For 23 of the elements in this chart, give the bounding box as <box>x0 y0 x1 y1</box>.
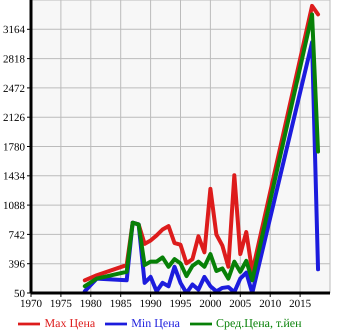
legend-label: Max Цена <box>44 316 96 330</box>
y-tick-label: 1088 <box>3 200 26 212</box>
y-tick-label: 1434 <box>3 170 26 183</box>
x-tick-label: 1970 <box>20 298 42 310</box>
y-tick-label: 2472 <box>3 82 25 95</box>
y-tick-label: 2126 <box>3 112 26 124</box>
y-tick-label: 50 <box>14 288 26 300</box>
x-tick-label: 2000 <box>199 298 222 310</box>
legend-label: Сред.Цена, т.йен <box>216 316 302 330</box>
x-tick-label: 2010 <box>259 298 282 310</box>
y-tick-label: 3164 <box>3 24 26 36</box>
x-tick-label: 1975 <box>50 298 72 310</box>
x-tick-label: 1985 <box>110 298 132 310</box>
x-tick-label: 1980 <box>80 298 102 310</box>
y-tick-label: 1780 <box>3 141 26 154</box>
x-tick-label: 2005 <box>229 298 252 310</box>
y-tick-label: 2818 <box>3 54 26 66</box>
legend-label: Min Цена <box>131 316 180 330</box>
x-tick-label: 1990 <box>140 298 162 310</box>
y-tick-label: 742 <box>8 229 25 242</box>
y-tick-label: 396 <box>8 258 26 271</box>
x-tick-label: 2015 <box>289 298 312 310</box>
x-tick-label: 1995 <box>170 298 192 310</box>
